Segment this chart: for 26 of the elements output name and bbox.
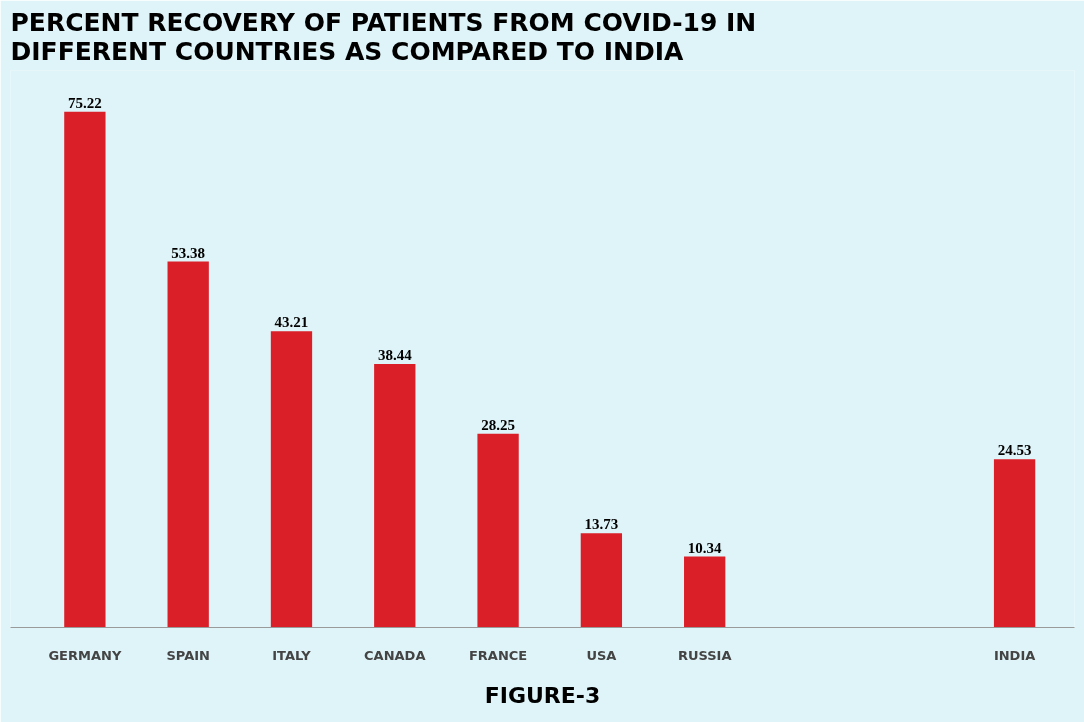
data-label: 24.53 xyxy=(997,442,1032,459)
x-tick-label: FRANCE xyxy=(468,647,528,663)
data-label: 43.21 xyxy=(274,314,309,331)
x-tick-label: INDIA xyxy=(993,647,1036,663)
bar xyxy=(477,433,519,628)
x-tick-label: GERMANY xyxy=(48,647,122,663)
bar xyxy=(64,111,106,628)
data-label: 75.22 xyxy=(68,94,102,111)
data-label: 13.73 xyxy=(584,516,619,533)
x-tick-label: USA xyxy=(586,647,617,663)
bar xyxy=(684,556,726,628)
bar xyxy=(167,261,209,628)
data-label: 38.44 xyxy=(377,346,413,363)
data-label: 10.34 xyxy=(687,539,723,556)
bar xyxy=(580,533,623,628)
x-tick-label: RUSSIA xyxy=(677,647,732,663)
x-tick-label: ITALY xyxy=(272,647,312,663)
data-label: 53.38 xyxy=(171,244,206,261)
bar xyxy=(993,459,1036,628)
bar xyxy=(270,331,313,628)
bar xyxy=(374,363,416,628)
chart-title: PERCENT RECOVERY OF PATIENTS FROM COVID-19 IN DIFFERENT COUNTRIES AS COMPARED TO INDIA xyxy=(10,7,757,66)
x-tick-label: SPAIN xyxy=(166,647,210,663)
data-label: 28.25 xyxy=(481,416,515,433)
x-tick-label: CANADA xyxy=(364,647,426,663)
text: FIGURE-3 xyxy=(484,682,601,708)
